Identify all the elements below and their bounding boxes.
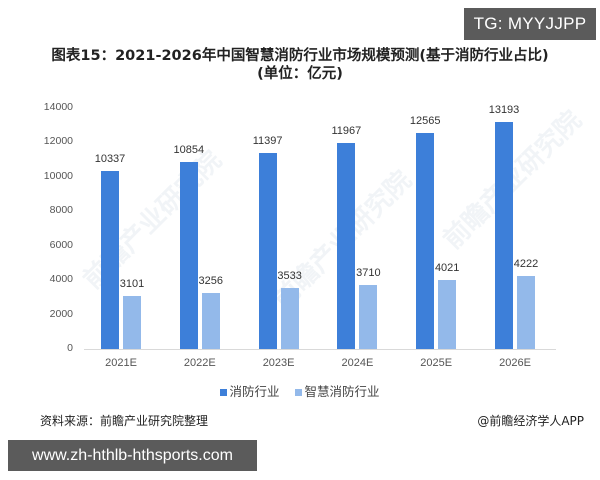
y-tick-label: 6000 [49, 238, 73, 251]
legend-label: 智慧消防行业 [304, 384, 380, 399]
x-tick-label: 2023E [262, 357, 295, 369]
data-label: 10854 [173, 144, 205, 157]
y-tick-label: 12000 [43, 135, 73, 148]
data-label: 11967 [331, 124, 362, 137]
data-label: 3101 [119, 277, 145, 290]
legend-item-fire-industry: 消防行业 [220, 381, 280, 400]
bar-fire-industry [179, 162, 198, 349]
bottom-watermark-badge: www.zh-hthlb-hthsports.com [8, 440, 257, 471]
chart-title: 图表15：2021-2026年中国智慧消防行业市场规模预测(基于消防行业占比) [51, 48, 549, 64]
bar-smart-fire-industry [438, 279, 457, 349]
y-tick-label: 8000 [49, 204, 73, 217]
data-label: 10337 [94, 153, 126, 166]
x-tick-label: 2024E [341, 357, 374, 369]
source-note: 资料来源：前瞻产业研究院整理 [40, 414, 209, 428]
legend: 消防行业 智慧消防行业 [0, 381, 600, 400]
bar-smart-fire-industry [517, 276, 535, 349]
credit-note: @前瞻经济学人APP [477, 414, 584, 428]
y-tick-label: 0 [67, 342, 73, 354]
chart-subtitle: (单位：亿元) [257, 66, 343, 82]
x-axis-line [84, 349, 556, 350]
bar-smart-fire-industry [280, 288, 299, 349]
legend-label: 消防行业 [229, 384, 280, 399]
legend-swatch-icon [295, 389, 303, 396]
x-tick-label: 2021E [105, 357, 137, 369]
bar-smart-fire-industry [123, 295, 141, 349]
x-tick-label: 2026E [499, 357, 531, 369]
legend-swatch-icon [220, 389, 228, 396]
data-label: 3256 [198, 274, 224, 287]
y-tick-label: 14000 [43, 101, 73, 113]
top-watermark-badge: TG: MYYJJPP [464, 8, 596, 40]
y-tick-label: 4000 [49, 273, 73, 286]
bar-smart-fire-industry [201, 292, 220, 349]
bar-smart-fire-industry [359, 285, 378, 349]
bar-fire-industry [337, 142, 356, 349]
data-label: 11397 [252, 134, 283, 147]
bar-fire-industry [258, 152, 277, 349]
bar-fire-industry [416, 132, 435, 349]
legend-item-smart-fire-industry: 智慧消防行业 [295, 381, 380, 400]
y-tick-label: 2000 [49, 307, 73, 320]
x-tick-label: 2025E [420, 357, 453, 369]
bar-fire-industry [101, 171, 119, 349]
data-label: 3533 [277, 270, 302, 283]
data-label: 3710 [356, 267, 381, 280]
data-label: 4021 [434, 261, 460, 274]
bar-fire-industry [495, 121, 513, 349]
data-label: 13193 [488, 103, 520, 116]
data-label: 4222 [513, 258, 539, 271]
x-tick-label: 2022E [183, 357, 216, 369]
data-label: 12565 [409, 114, 441, 127]
y-tick-label: 10000 [43, 169, 73, 182]
